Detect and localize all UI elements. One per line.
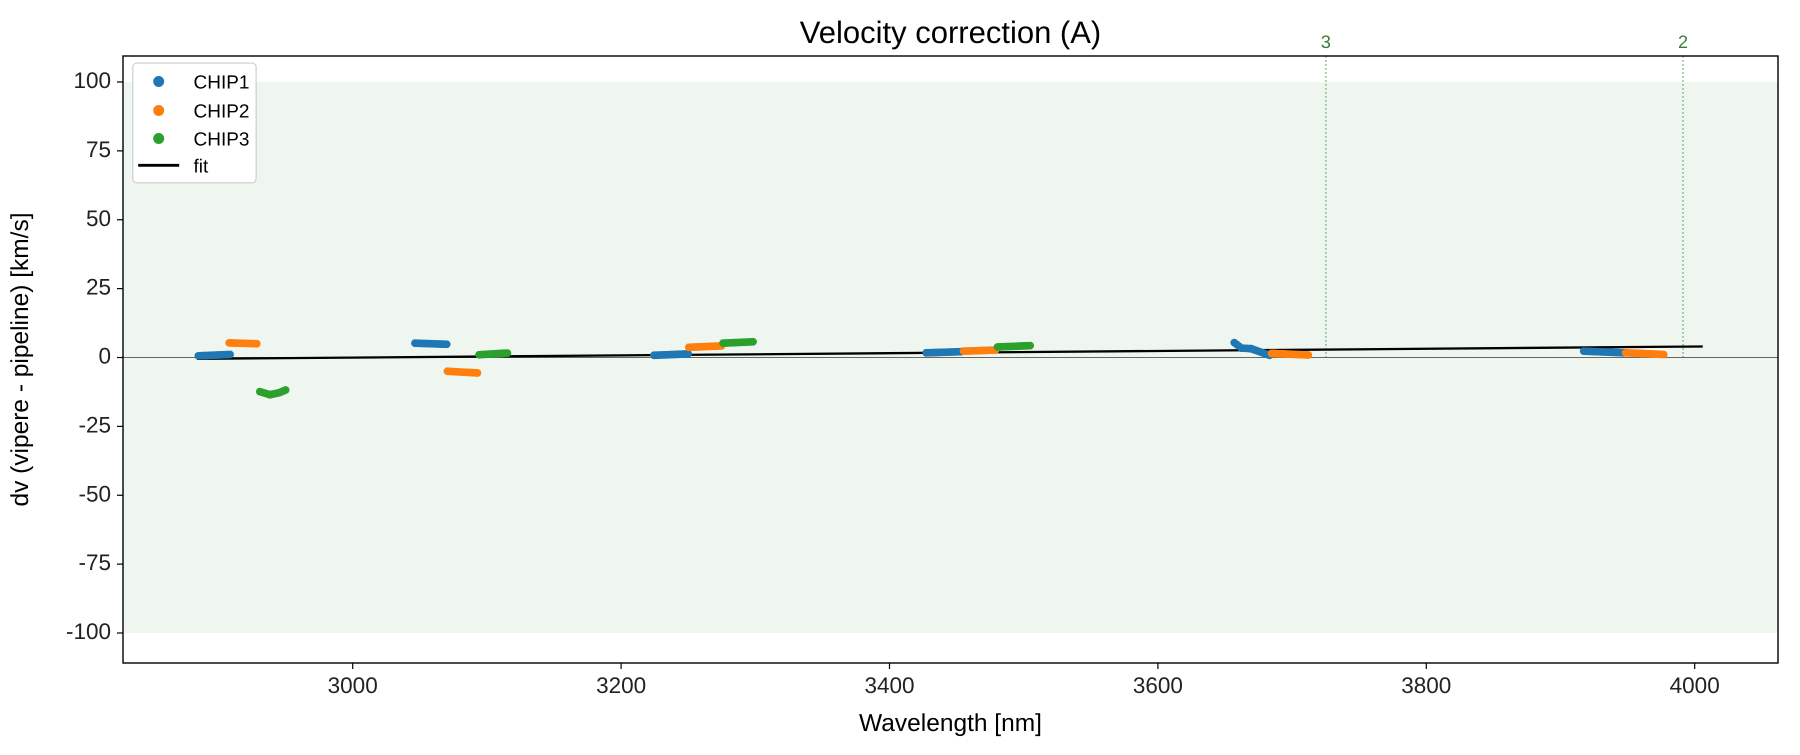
svg-text:Velocity correction (A): Velocity correction (A) (800, 15, 1102, 50)
svg-text:0: 0 (98, 344, 111, 369)
svg-text:3000: 3000 (328, 673, 378, 698)
svg-text:50: 50 (86, 206, 111, 231)
svg-text:dv (vipere - pipeline) [km/s]: dv (vipere - pipeline) [km/s] (7, 212, 34, 506)
svg-text:-100: -100 (66, 619, 111, 644)
svg-text:CHIP2: CHIP2 (194, 102, 250, 123)
svg-text:-25: -25 (78, 412, 111, 437)
svg-text:Wavelength [nm]: Wavelength [nm] (859, 710, 1042, 737)
svg-text:CHIP3: CHIP3 (194, 130, 250, 151)
svg-text:100: 100 (73, 68, 111, 93)
svg-text:75: 75 (86, 137, 111, 162)
svg-text:-75: -75 (78, 550, 111, 575)
svg-text:25: 25 (86, 275, 111, 300)
svg-text:3200: 3200 (596, 673, 646, 698)
svg-text:3600: 3600 (1133, 673, 1183, 698)
svg-text:4000: 4000 (1670, 673, 1720, 698)
svg-text:fit: fit (194, 156, 210, 177)
svg-text:3800: 3800 (1401, 673, 1451, 698)
svg-text:CHIP1: CHIP1 (194, 73, 250, 94)
svg-text:3400: 3400 (864, 673, 914, 698)
svg-text:2: 2 (1678, 32, 1688, 52)
svg-text:-50: -50 (78, 481, 111, 506)
svg-text:3: 3 (1321, 32, 1331, 52)
